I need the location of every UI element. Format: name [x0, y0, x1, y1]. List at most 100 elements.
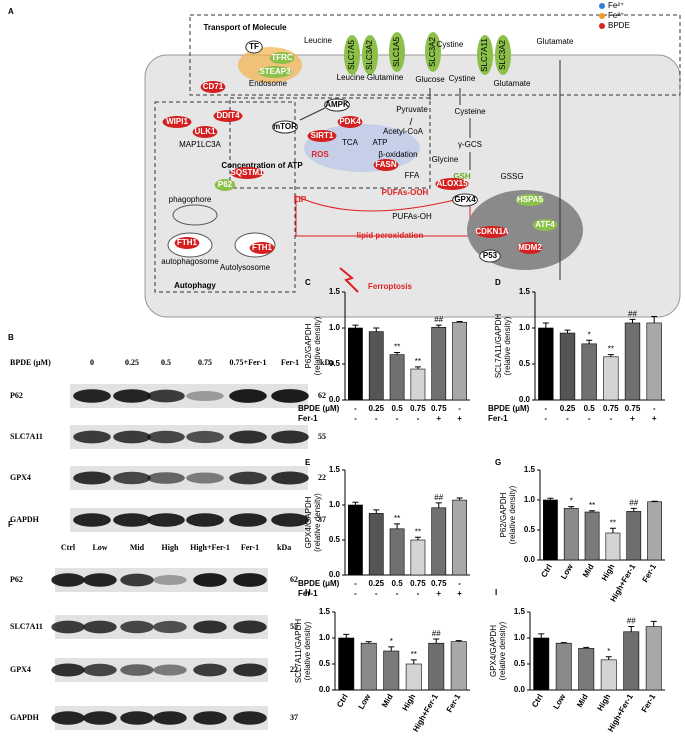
x-row-cell: 0.5 — [392, 579, 404, 588]
lane-label: 0.75 — [198, 358, 212, 367]
bar — [555, 642, 572, 691]
x-row-name: Fer-1 — [488, 414, 508, 423]
label-oval — [515, 194, 545, 206]
blot-band — [147, 389, 185, 403]
y-tick-label: 0.5 — [514, 659, 526, 668]
y-tick-label: 1.5 — [519, 287, 531, 296]
label-oval — [200, 81, 226, 93]
blot-band — [83, 573, 117, 587]
blot-band — [147, 513, 185, 527]
panel-letter: F — [8, 520, 13, 529]
label-oval — [475, 226, 509, 238]
error-bar — [651, 315, 658, 323]
x-row-cell: - — [354, 414, 357, 423]
blot-band — [193, 711, 227, 725]
blot-band — [113, 471, 151, 485]
error-bar — [394, 523, 401, 529]
x-tick-label: High — [596, 692, 613, 712]
legend-dot — [599, 3, 605, 9]
x-row-cell: + — [436, 589, 441, 598]
y-axis-title: (relative density) — [303, 621, 312, 680]
kda-label: 55 — [290, 622, 298, 631]
lane-label: Fer-1 — [241, 543, 259, 552]
x-tick-label: Fer-1 — [445, 692, 463, 714]
bar — [410, 368, 426, 401]
blot-band — [120, 573, 154, 587]
error-bar — [352, 324, 359, 328]
unit-label: kDa — [277, 543, 291, 552]
y-tick-label: 1.0 — [514, 633, 526, 642]
diagram-label: Glutamate — [494, 79, 531, 88]
y-axis-title: GPX4/GAPDH — [489, 625, 498, 677]
phagophore — [172, 204, 218, 226]
bar — [410, 539, 426, 576]
x-tick-label: Mid — [575, 692, 590, 709]
diagram-label: phagophore — [169, 195, 212, 204]
kda-label: 55 — [318, 432, 326, 441]
significance: * — [588, 330, 591, 339]
bar — [538, 327, 554, 401]
x-row-cell: - — [375, 589, 378, 598]
bar — [452, 499, 467, 576]
transporter — [495, 35, 511, 75]
x-row-cell: 0.75 — [603, 404, 619, 413]
blot-band — [51, 620, 85, 634]
error-bar — [560, 642, 567, 644]
error-bar — [435, 502, 442, 508]
lane-label: High+Fer-1 — [190, 543, 230, 552]
x-row-cell: 0.75 — [625, 404, 641, 413]
bar — [383, 650, 400, 691]
diagram-label: Transport of Molecule — [203, 23, 287, 32]
diagram-label: Cysteine — [454, 107, 486, 116]
x-row-cell: 0.25 — [368, 404, 384, 413]
bar — [431, 326, 447, 401]
diagram-label: Ferroptosis — [368, 282, 413, 291]
bar — [428, 642, 445, 691]
bar — [584, 511, 600, 561]
x-row-cell: - — [396, 414, 399, 423]
blot-band — [51, 663, 85, 677]
label-oval — [245, 40, 263, 54]
bar — [543, 499, 558, 561]
legend-dot — [599, 23, 605, 29]
diagram-label: SQSTM1 — [231, 168, 264, 177]
label-oval — [373, 159, 399, 171]
x-row-cell: + — [457, 589, 462, 598]
x-tick-label: Ctrl — [539, 563, 554, 579]
y-tick-label: 0.0 — [329, 570, 341, 579]
diagram-label: Cystine — [449, 74, 476, 83]
x-tick-label: High — [600, 562, 617, 582]
diagram-label: Glutamate — [537, 37, 574, 46]
diagram-label: MAP1LC3A — [179, 140, 221, 149]
diagram-label: PUFAs-OH — [392, 212, 432, 221]
x-row-cell: - — [396, 589, 399, 598]
x-tick-label: Fer-1 — [641, 562, 659, 584]
label-oval — [532, 219, 558, 231]
error-bar — [583, 646, 590, 649]
x-row-name: BPDE (μM) — [298, 404, 340, 413]
diagram-label: SLC3A2 — [498, 40, 507, 70]
x-row-cell: - — [588, 414, 591, 423]
diagram-label: mTOR — [273, 122, 297, 131]
diagram-label: FTH1 — [252, 243, 273, 252]
diagram-label: Glycine — [432, 155, 459, 164]
bar — [645, 626, 662, 691]
kda-label: 62 — [290, 575, 298, 584]
x-row-cell: - — [417, 589, 420, 598]
diagram-label: CD71 — [203, 82, 224, 91]
transporter — [389, 32, 405, 72]
blot-band — [233, 663, 267, 677]
bar — [600, 659, 617, 691]
y-tick-label: 0.5 — [329, 535, 341, 544]
blot-band — [229, 513, 267, 527]
diagram-label: γ-GCS — [458, 140, 482, 149]
diagram-label: WIPI1 — [166, 117, 188, 126]
diagram-label: MDM2 — [518, 243, 542, 252]
row-label: GPX4 — [10, 665, 31, 674]
transporter — [477, 35, 493, 75]
y-tick-label: 1.5 — [319, 607, 331, 616]
label-oval — [517, 242, 543, 254]
x-row-cell: - — [354, 404, 357, 413]
lane-label: 0.25 — [125, 358, 139, 367]
blot-band — [271, 430, 309, 444]
